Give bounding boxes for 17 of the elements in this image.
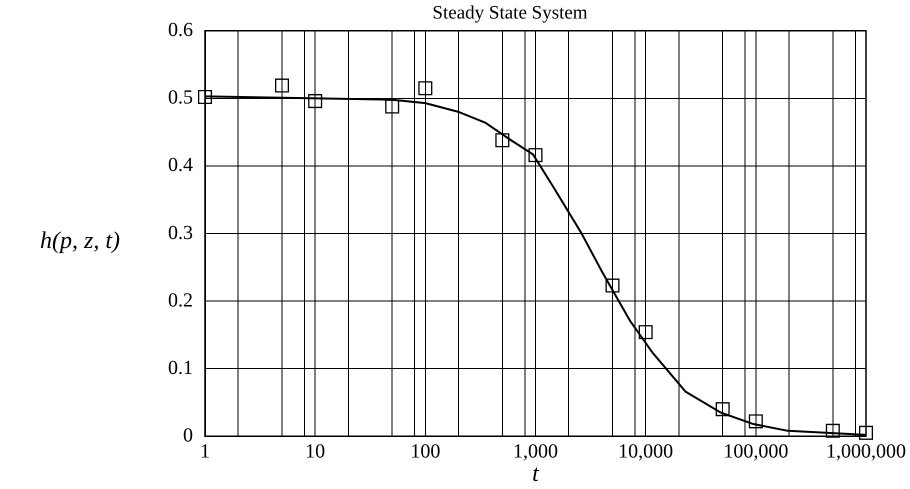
- x-tick-label: 100,000: [723, 440, 788, 462]
- y-axis-title: h(p, z, t): [39, 228, 121, 255]
- x-axis-title: t: [532, 460, 540, 487]
- x-tick-label: 1,000: [513, 440, 558, 462]
- chart-title: Steady State System: [432, 2, 588, 24]
- y-tick-label: 0.2: [168, 289, 193, 312]
- y-tick-label: 0.1: [168, 356, 193, 379]
- x-tick-label: 10,000: [618, 440, 674, 462]
- y-tick-label: 0.6: [168, 19, 193, 42]
- x-tick-label: 1: [200, 440, 210, 462]
- y-tick-label: 0.5: [168, 86, 193, 109]
- y-tick-label: 0.3: [168, 222, 193, 244]
- y-tick-label: 0: [183, 424, 193, 446]
- x-tick-label: 10: [305, 440, 326, 462]
- x-tick-label: 1,000,000: [826, 440, 906, 462]
- x-tick-label: 100: [410, 440, 440, 462]
- y-tick-label: 0.4: [168, 154, 193, 176]
